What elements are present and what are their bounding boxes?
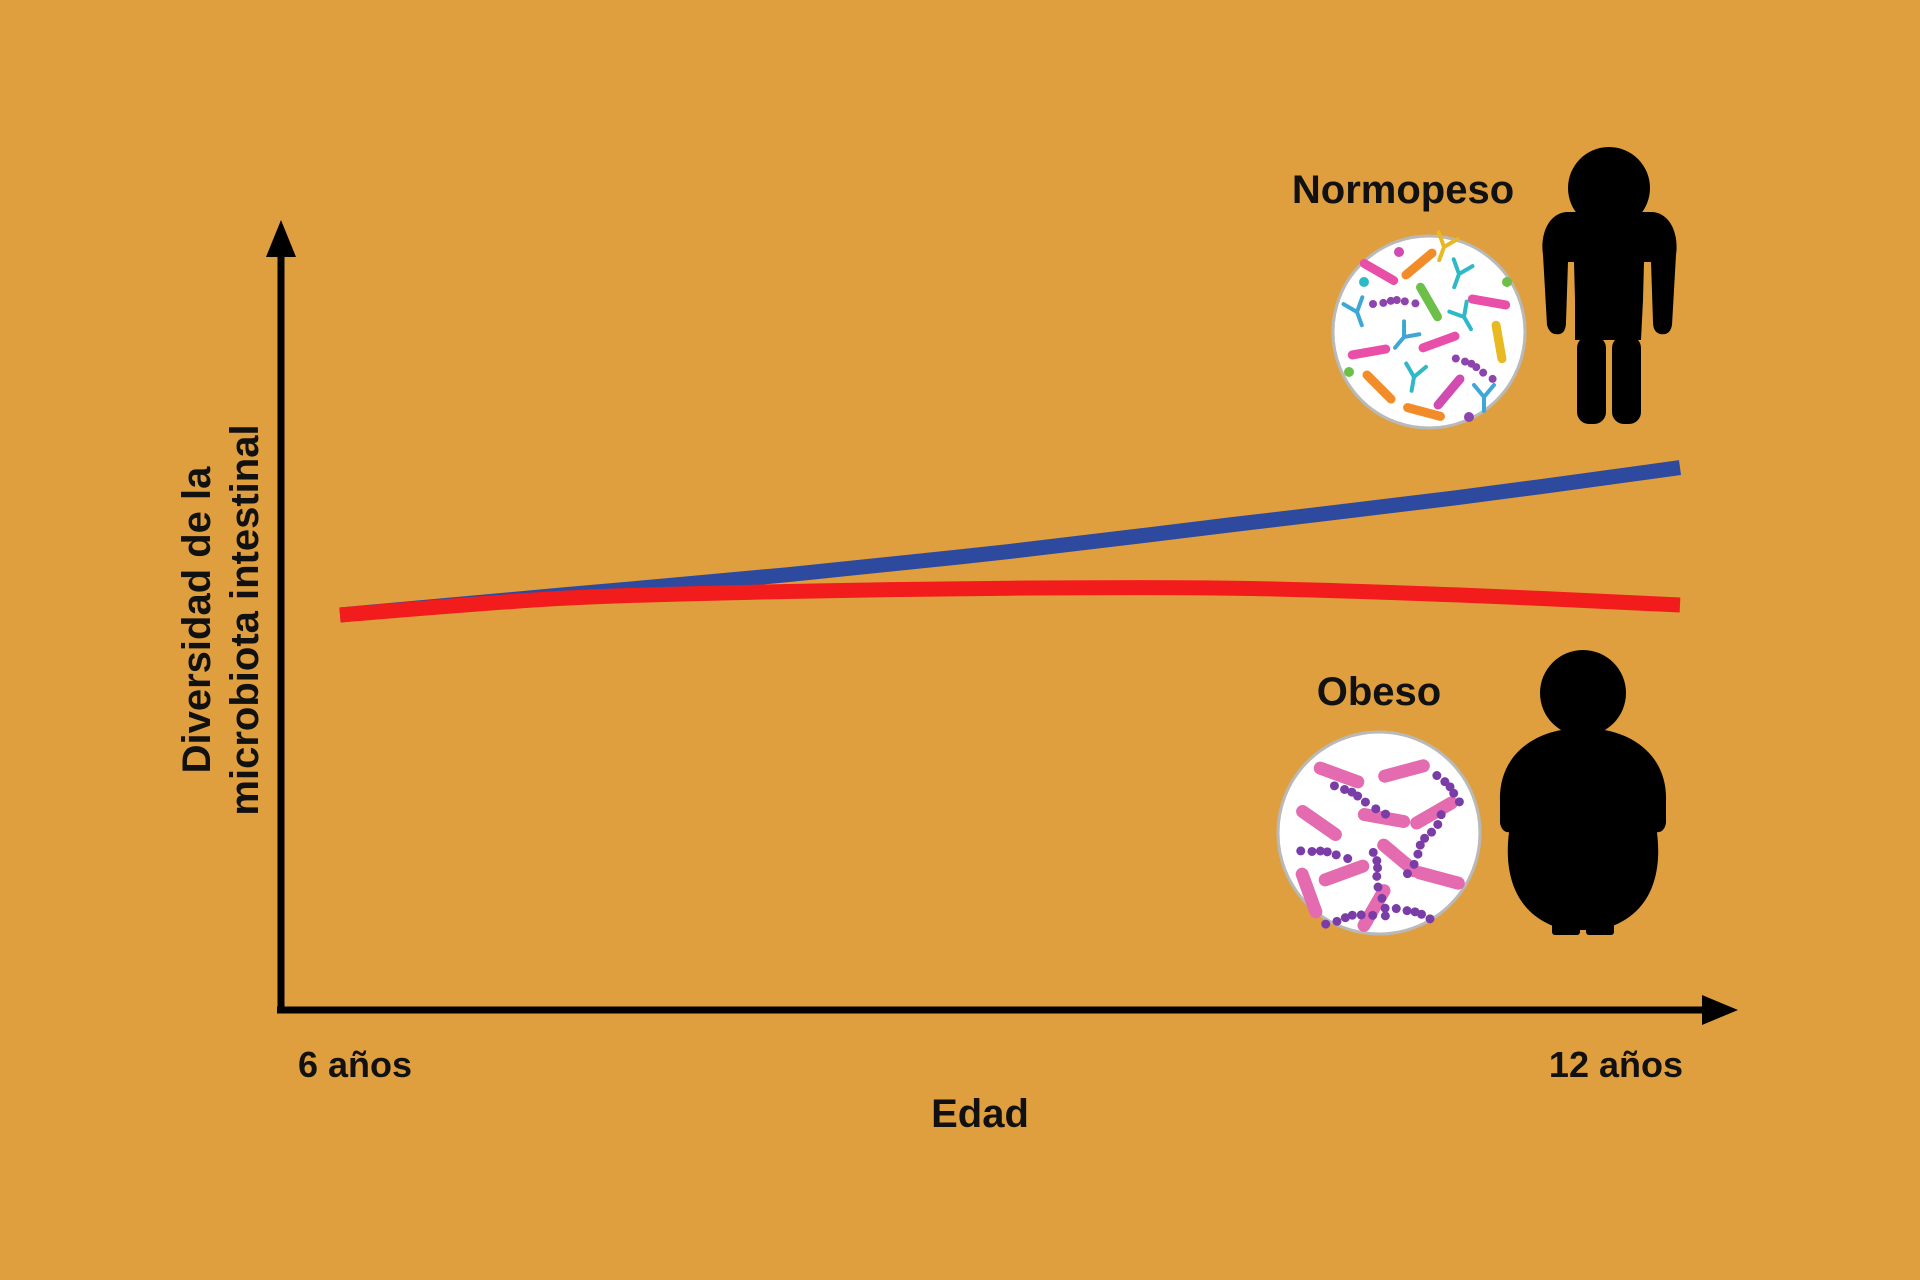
- label-normopeso: Normopeso: [1292, 168, 1514, 212]
- microbiota-high-diversity-icon: [1331, 230, 1527, 430]
- microbiota-low-diversity-icon: [1276, 730, 1482, 936]
- y-axis-title-line-2: microbiota intestinal: [223, 424, 267, 815]
- person-normal-weight-icon: [1542, 147, 1677, 424]
- series-line-obeso: [339, 580, 1681, 623]
- x-tick-label-end: 12 años: [1549, 1044, 1683, 1085]
- x-axis-arrow-icon: [1702, 995, 1738, 1025]
- y-axis-arrow-icon: [266, 220, 296, 257]
- x-axis-title: Edad: [931, 1092, 1029, 1136]
- label-obeso: Obeso: [1317, 670, 1441, 714]
- person-obese-icon: [1499, 650, 1667, 935]
- y-axis-title-line-1: Diversidad de la: [175, 466, 219, 774]
- x-tick-label-start: 6 años: [298, 1044, 412, 1085]
